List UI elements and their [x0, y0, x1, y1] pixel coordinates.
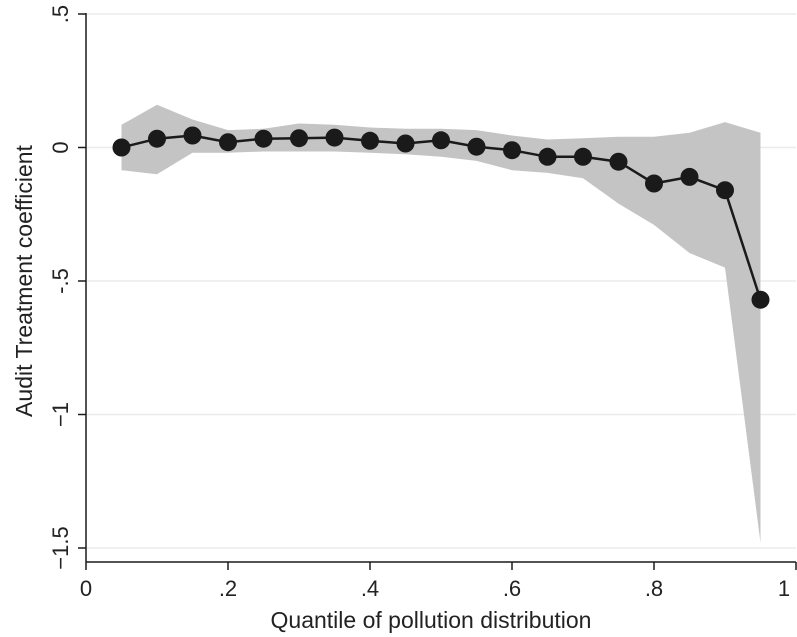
data-point-0 [112, 138, 131, 157]
x-tick-label-3: .6 [503, 576, 521, 601]
y-tick-label-0: .5 [48, 5, 73, 23]
y-tick-label-1: 0 [48, 141, 73, 153]
data-point-10 [467, 137, 486, 156]
data-point-14 [609, 152, 628, 171]
x-tick-label-2: .4 [361, 576, 379, 601]
x-tick-label-1: .2 [219, 576, 237, 601]
x-axis-ticks: 0 .2 .4 .6 .8 1 [80, 562, 797, 601]
data-point-12 [538, 147, 557, 166]
confidence-band [121, 104, 761, 543]
data-point-8 [396, 134, 415, 153]
data-point-11 [503, 141, 521, 160]
x-tick-label-4: .8 [645, 576, 663, 601]
x-tick-label-0: 0 [80, 576, 92, 601]
data-point-9 [432, 131, 450, 150]
grid-lines [87, 13, 796, 549]
data-point-7 [361, 131, 379, 150]
y-tick-label-3: −1 [48, 402, 73, 427]
data-point-17 [716, 181, 734, 200]
data-point-5 [290, 129, 308, 148]
x-axis-title: Quantile of pollution distribution [271, 607, 592, 633]
data-point-2 [183, 126, 202, 145]
data-markers [112, 126, 770, 309]
data-point-15 [645, 174, 663, 193]
y-tick-label-2: -.5 [48, 268, 73, 294]
data-point-3 [219, 133, 237, 152]
data-point-1 [148, 129, 166, 148]
data-point-18 [751, 290, 770, 309]
data-point-4 [254, 129, 273, 148]
x-tick-label-5: 1 [778, 576, 790, 601]
axes [85, 13, 796, 563]
y-axis-title: Audit Treatment coefficient [11, 144, 37, 416]
y-axis-ticks: .5 0 -.5 −1 −1.5 [48, 5, 86, 570]
data-point-6 [325, 128, 344, 147]
data-point-16 [680, 167, 699, 186]
data-point-13 [574, 147, 592, 166]
y-tick-label-4: −1.5 [48, 526, 73, 569]
